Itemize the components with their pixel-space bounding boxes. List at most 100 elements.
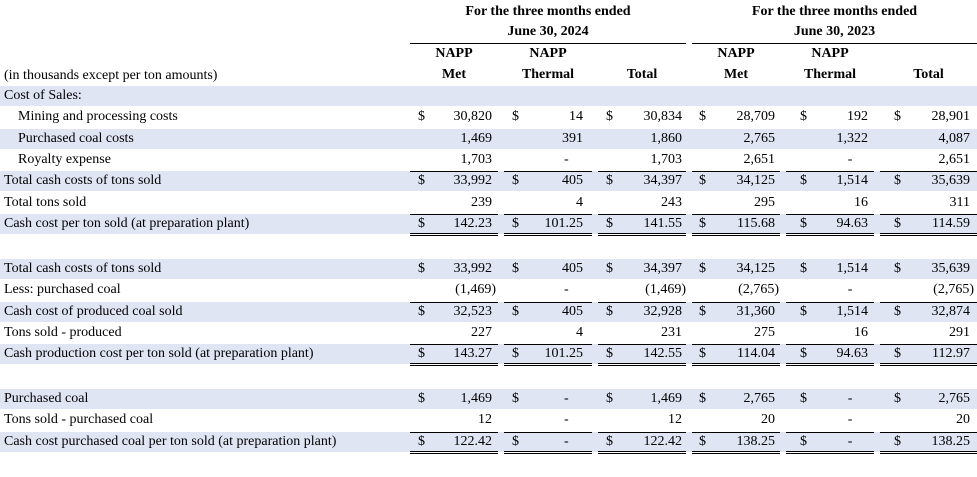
total-double-rule (786, 363, 874, 364)
column-header-line1: NAPP (529, 46, 567, 61)
total-double-rule (504, 451, 592, 452)
cell-value: - (564, 152, 569, 167)
dollar-sign: $ (512, 109, 519, 124)
cell-value: 405 (562, 261, 583, 276)
cell-value: 32,874 (931, 304, 971, 319)
total-double-rule (692, 233, 780, 234)
cell-value: 94.63 (836, 216, 869, 231)
cell-value: 33,992 (453, 261, 493, 276)
period-2023-line2: June 30, 2023 (793, 24, 876, 39)
cell-value: 141.55 (643, 216, 683, 231)
cell-value: (1,469) (455, 282, 496, 297)
cell-value: 4 (576, 325, 583, 340)
table-row: Purchased coal costs 1,469 391 1,860 2,765 1,… (0, 129, 977, 149)
column-header-line1: NAPP (811, 46, 849, 61)
total-double-rule (692, 365, 780, 366)
dollar-sign: $ (699, 173, 706, 188)
dollar-sign: $ (894, 346, 901, 361)
cell-value: 1,514 (836, 304, 869, 319)
cell-value: 20 (956, 412, 970, 427)
dollar-sign: $ (699, 434, 706, 449)
table-row: Total cash costs of tons sold $33,992 $405… (0, 171, 977, 191)
cell-value: 142.55 (643, 346, 683, 361)
column-header-line1: NAPP (435, 46, 473, 61)
dollar-sign: $ (512, 346, 519, 361)
cell-value: 138.25 (736, 434, 776, 449)
dollar-sign: $ (699, 391, 706, 406)
row-label: Cash cost purchased coal per ton sold (a… (4, 434, 337, 449)
total-double-rule (410, 233, 498, 234)
cell-value: 2,765 (743, 391, 776, 406)
column-header-line2: Met (723, 67, 749, 82)
column-header-line2: Total (626, 67, 658, 82)
cell-value: 101.25 (544, 346, 584, 361)
table-row: Cost of Sales: (0, 86, 977, 106)
dollar-sign: $ (512, 434, 519, 449)
total-double-rule (880, 235, 977, 236)
row-label: Cash production cost per ton sold (at pr… (4, 346, 314, 361)
subtotal-rule (504, 214, 592, 215)
total-double-rule (504, 235, 592, 236)
cell-value: 231 (661, 325, 682, 340)
row-label: Total tons sold (4, 195, 87, 210)
total-double-rule (786, 233, 874, 234)
dollar-sign: $ (606, 216, 613, 231)
total-double-rule (598, 363, 686, 364)
total-double-rule (410, 451, 498, 452)
dollar-sign: $ (512, 173, 519, 188)
cell-value: 28,709 (736, 109, 776, 124)
table-row: Tons sold - produced 227 4 231 275 16 291 (0, 323, 977, 343)
period-2024-underline (410, 43, 686, 44)
cell-value: 2,651 (938, 152, 971, 167)
period-2023-line1: For the three months ended (751, 4, 918, 19)
dollar-sign: $ (800, 109, 807, 124)
dollar-sign: $ (606, 173, 613, 188)
period-2024-line2: June 30, 2024 (507, 24, 589, 39)
dollar-sign: $ (894, 434, 901, 449)
cell-value: 391 (562, 131, 583, 146)
table-row: Total tons sold 239 4 243 295 16 311 (0, 193, 977, 213)
cell-value: 243 (661, 195, 682, 210)
cell-value: 1,469 (460, 131, 493, 146)
total-double-rule (880, 365, 977, 366)
cell-value: 405 (562, 173, 583, 188)
subtotal-rule (692, 171, 780, 172)
dollar-sign: $ (512, 261, 519, 276)
total-double-rule (692, 235, 780, 236)
cell-value: 114.04 (737, 346, 775, 361)
table-row: Less: purchased coal (1,469) - (1,469) (2,76… (0, 280, 977, 300)
period-2023-underline (692, 43, 977, 44)
column-header-line2: Thermal (803, 67, 857, 82)
cell-value: 1,469 (650, 391, 683, 406)
table-row: Cash cost of produced coal sold $32,523 $4… (0, 302, 977, 322)
cell-value: 28,901 (931, 109, 971, 124)
column-header-line1 (598, 44, 686, 64)
row-label: Tons sold - purchased coal (4, 412, 154, 427)
total-double-rule (504, 363, 592, 364)
cell-value: 34,125 (736, 173, 776, 188)
row-label: Royalty expense (18, 152, 111, 167)
cell-value: 101.25 (544, 216, 584, 231)
row-label: Total cash costs of tons sold (4, 261, 162, 276)
row-label: Cash cost per ton sold (at preparation p… (4, 216, 250, 231)
row-label: Cost of Sales: (4, 88, 82, 103)
cell-value: 295 (754, 195, 775, 210)
cell-value: 275 (754, 325, 775, 340)
cell-value: 291 (949, 325, 970, 340)
column-header-5: Total (880, 44, 977, 86)
dollar-sign: $ (894, 261, 901, 276)
dollar-sign: $ (606, 304, 613, 319)
units-note: (in thousands except per ton amounts) (4, 68, 218, 83)
cell-value: 20 (761, 412, 775, 427)
subtotal-rule (504, 432, 592, 433)
subtotal-rule (692, 302, 780, 303)
row-label: Mining and processing costs (18, 109, 178, 124)
dollar-sign: $ (800, 434, 807, 449)
period-2024-line1: For the three months ended (465, 4, 631, 19)
dollar-sign: $ (800, 304, 807, 319)
total-double-rule (786, 235, 874, 236)
column-header-1: NAPP Thermal (504, 44, 592, 86)
column-header-2: Total (598, 44, 686, 86)
cell-value: 1,703 (650, 152, 683, 167)
dollar-sign: $ (699, 216, 706, 231)
